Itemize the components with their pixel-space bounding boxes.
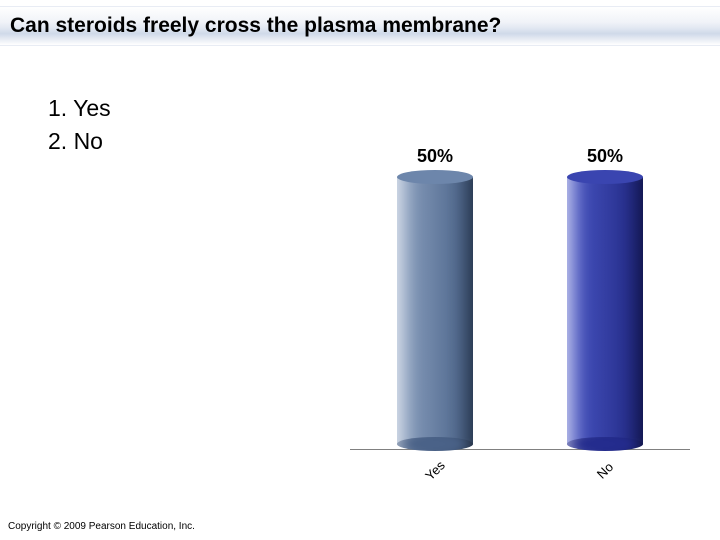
- answer-options: 1. Yes 2. No: [48, 92, 111, 159]
- bar-value-yes: 50%: [375, 146, 495, 167]
- title-band: Can steroids freely cross the plasma mem…: [0, 6, 720, 46]
- bar-no: [567, 177, 643, 450]
- bar-no-body: [567, 177, 643, 444]
- slide: Can steroids freely cross the plasma mem…: [0, 0, 720, 540]
- bar-value-no: 50%: [545, 146, 665, 167]
- option-1-text: 1. Yes: [48, 95, 111, 121]
- poll-bar-chart: 50% Yes 50% No: [350, 100, 690, 478]
- copyright-text: Copyright © 2009 Pearson Education, Inc.: [8, 521, 195, 532]
- bar-yes: [397, 177, 473, 450]
- slide-title: Can steroids freely cross the plasma mem…: [10, 14, 501, 38]
- option-2: 2. No: [48, 125, 111, 158]
- option-2-text: 2. No: [48, 128, 103, 154]
- option-1: 1. Yes: [48, 92, 111, 125]
- bar-yes-body: [397, 177, 473, 444]
